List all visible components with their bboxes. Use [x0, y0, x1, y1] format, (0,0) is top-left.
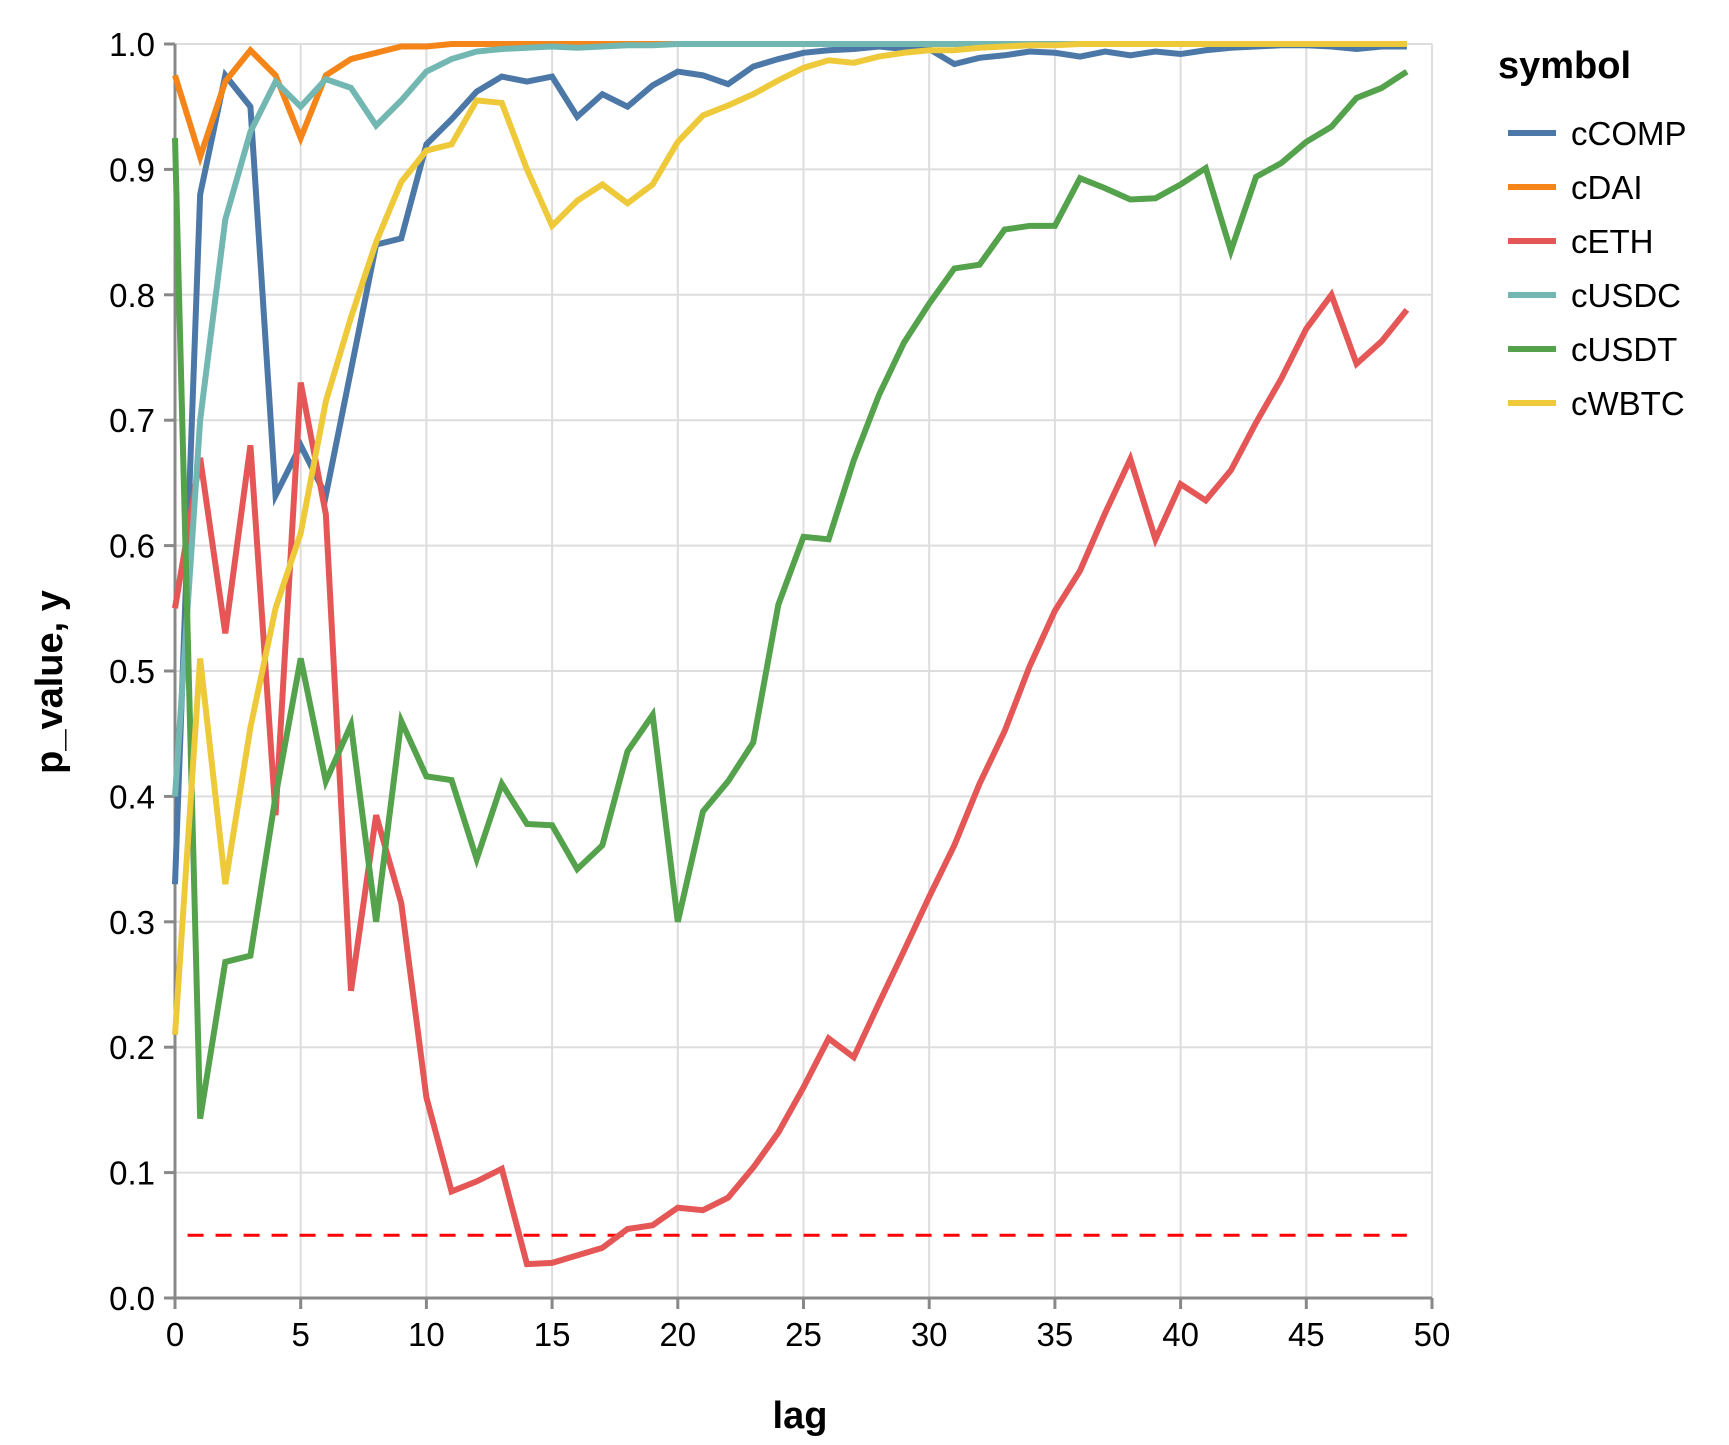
x-tick-label: 25 — [785, 1316, 822, 1353]
series-line-cCOMP — [172, 42, 1407, 885]
x-tick-label: 10 — [408, 1316, 445, 1353]
legend-label-cDAI: cDAI — [1571, 169, 1643, 206]
x-tick-label: 5 — [292, 1316, 310, 1353]
series-line-cUSDT — [172, 69, 1409, 1120]
legend-label-cCOMP: cCOMP — [1571, 115, 1687, 152]
x-tick-label: 45 — [1288, 1316, 1325, 1353]
y-tick-label: 0.5 — [109, 653, 155, 690]
legend-label-cUSDC: cUSDC — [1571, 277, 1681, 314]
y-tick-label: 0.2 — [109, 1029, 155, 1066]
legend: symbol cCOMP cDAI cETH cUSDC cUSDT cWBTC — [1498, 45, 1687, 422]
axes — [164, 42, 1434, 1309]
grid-lines — [174, 43, 1433, 1299]
y-tick-label: 0.3 — [109, 904, 155, 941]
legend-label-cWBTC: cWBTC — [1571, 385, 1685, 422]
y-tick-label: 0.1 — [109, 1155, 155, 1192]
y-tick-label: 0.4 — [109, 778, 155, 815]
x-tick-label: 35 — [1037, 1316, 1074, 1353]
y-tick-label: 0.9 — [109, 151, 155, 188]
legend-title: symbol — [1498, 45, 1631, 87]
y-tick-label: 0.0 — [109, 1280, 155, 1317]
y-tick-label: 1.0 — [109, 26, 155, 63]
series-line-cETH — [172, 288, 1410, 1268]
tick-labels: 0 5 10 15 20 25 30 35 40 45 50 0.0 0.1 0.2 0.3 0.4 0.5 0.… — [109, 26, 1450, 1353]
y-axis-title: p_value, y — [29, 590, 71, 774]
x-tick-label: 30 — [911, 1316, 948, 1353]
x-tick-label: 50 — [1414, 1316, 1451, 1353]
series-lines — [172, 41, 1410, 1268]
x-tick-label: 40 — [1162, 1316, 1199, 1353]
x-axis-title: lag — [773, 1395, 828, 1437]
x-tick-label: 20 — [659, 1316, 696, 1353]
y-tick-label: 0.8 — [109, 277, 155, 314]
y-tick-label: 0.6 — [109, 528, 155, 565]
legend-label-cUSDT: cUSDT — [1571, 331, 1677, 368]
y-tick-label: 0.7 — [109, 402, 155, 439]
legend-label-cETH: cETH — [1571, 223, 1654, 260]
series-line-cWBTC — [172, 41, 1407, 1035]
x-tick-label: 0 — [166, 1316, 184, 1353]
x-tick-label: 15 — [534, 1316, 571, 1353]
